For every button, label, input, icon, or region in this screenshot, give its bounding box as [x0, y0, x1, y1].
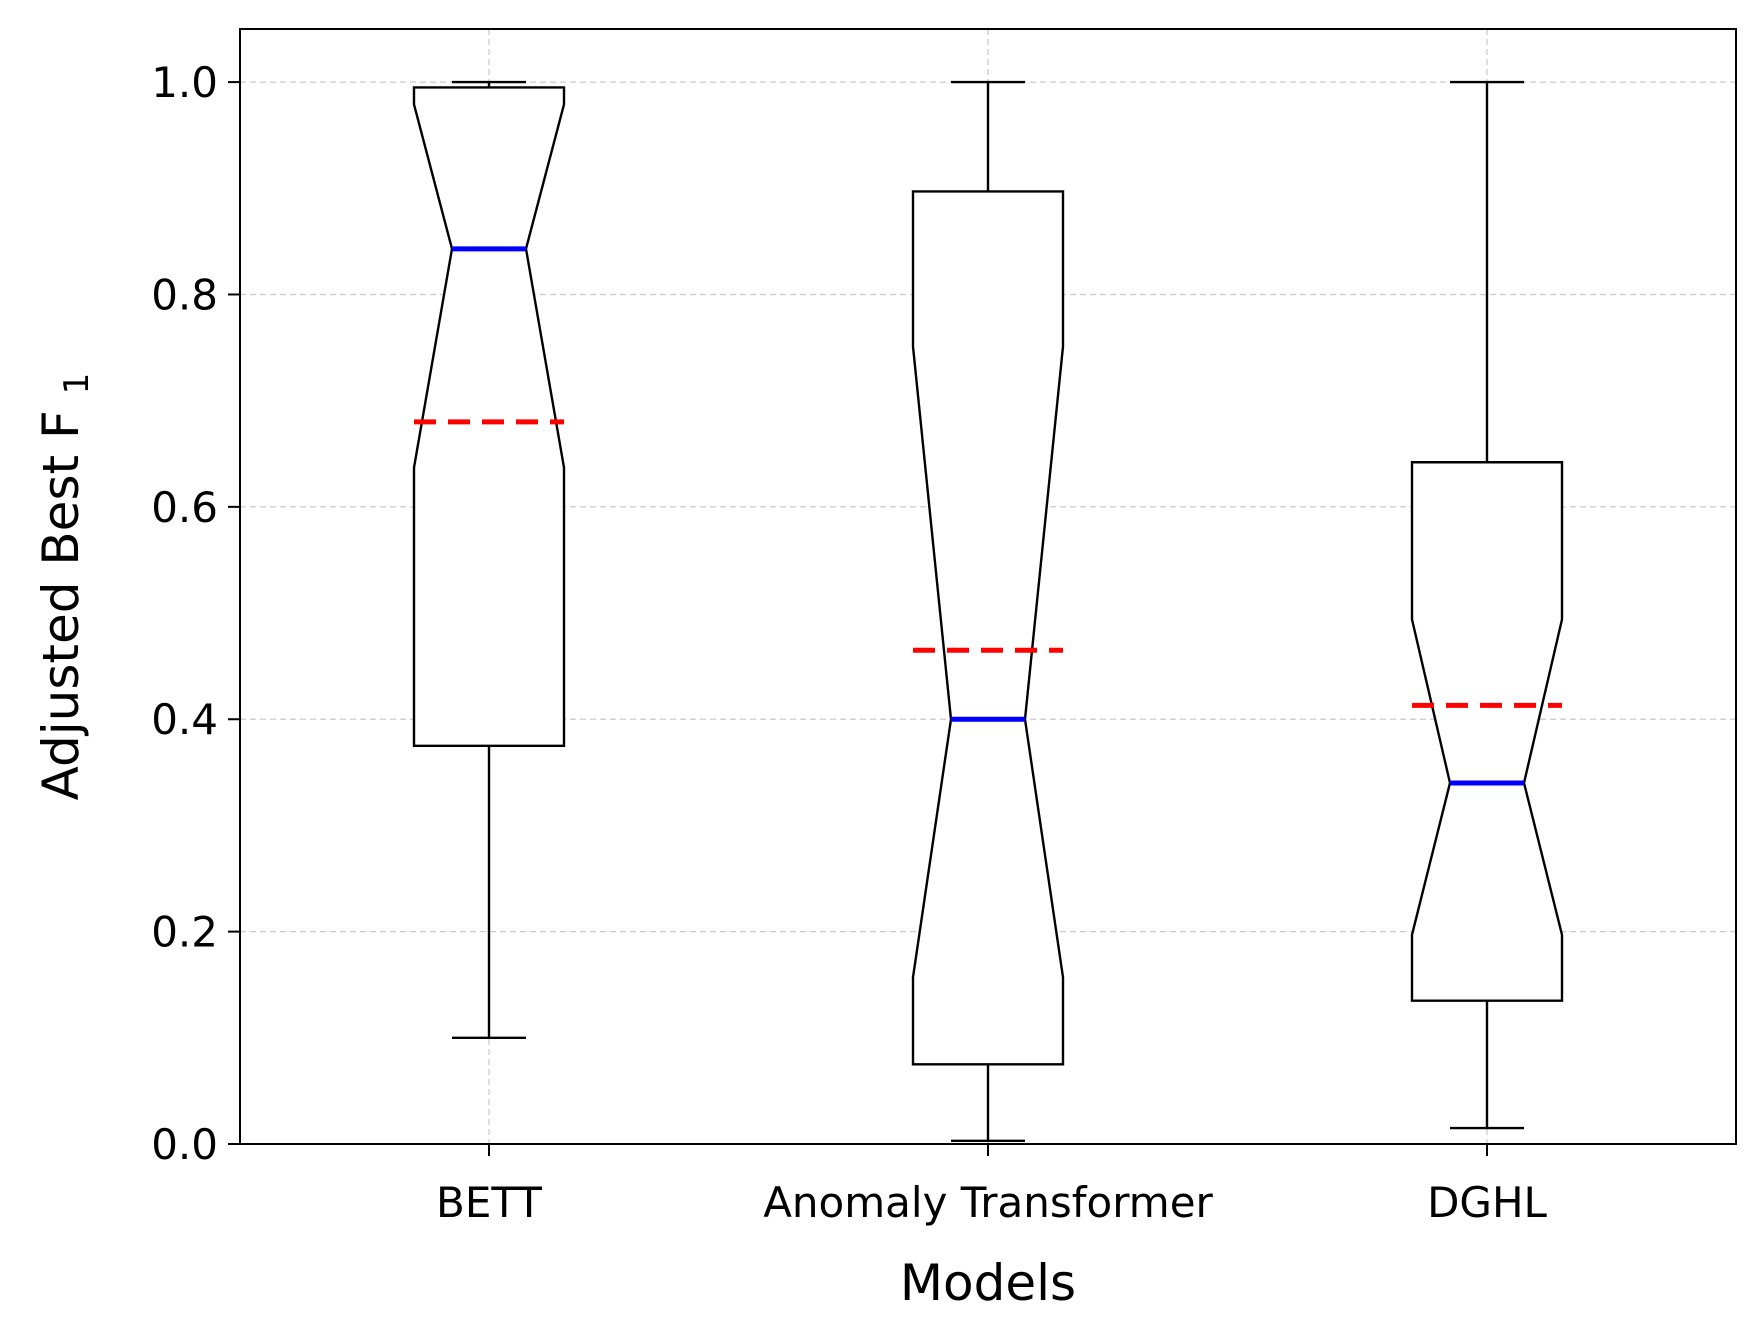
plot-frame [239, 28, 1737, 1145]
x-tick-label: Anomaly Transformer [763, 1178, 1213, 1227]
box-bett [412, 80, 566, 1040]
x-axis-label: Models [900, 1254, 1076, 1312]
y-tick-label: 0.6 [151, 483, 218, 532]
x-tick-label: DGHL [1427, 1178, 1547, 1227]
box-body [911, 190, 1065, 1066]
box-anomaly-transformer [911, 80, 1065, 1143]
y-axis-label: Adjusted Best F 1 [32, 373, 97, 801]
box-body [412, 86, 566, 747]
box-dghl [1410, 80, 1564, 1130]
y-tick-label: 0.4 [151, 695, 218, 744]
y-tick-label: 0.8 [151, 270, 218, 319]
x-tick-label: BETT [436, 1178, 542, 1227]
y-axis-label-main: Adjusted Best F [32, 410, 90, 800]
y-axis-label-subscript: 1 [57, 373, 97, 395]
boxes [412, 80, 1564, 1143]
box-body [1410, 461, 1564, 1002]
y-tick-label: 0.0 [151, 1120, 218, 1169]
axis-ticks: 0.0 0.2 0.4 0.6 0.8 1.0 BETT Anomaly Transforme… [151, 58, 1547, 1227]
y-tick-label: 1.0 [151, 58, 218, 107]
y-tick-label: 0.2 [151, 908, 218, 957]
